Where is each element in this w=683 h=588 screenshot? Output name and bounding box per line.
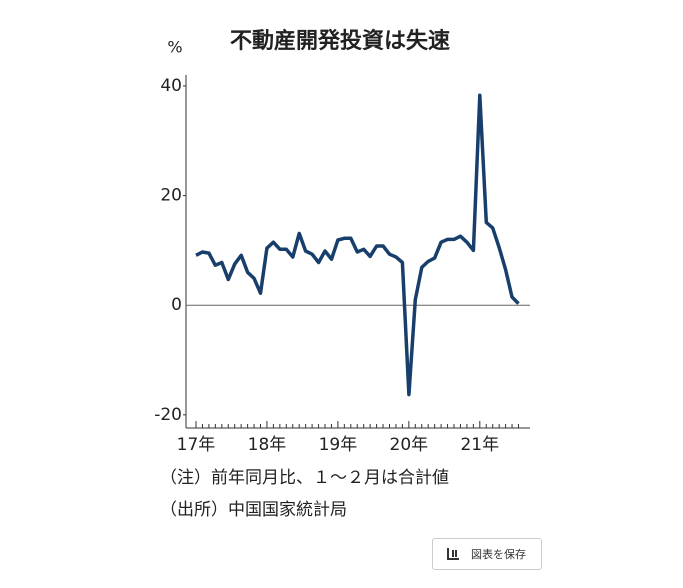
- x-tick-label: 19年: [319, 435, 358, 455]
- y-tick-label: 0: [171, 295, 182, 315]
- x-tick-label: 20年: [390, 435, 429, 455]
- data-line: [195, 93, 520, 397]
- note: （注）前年同月比、１～２月は合計値: [160, 468, 449, 488]
- y-tick-label: 40: [160, 76, 182, 96]
- y-tick-label: 20: [160, 186, 182, 206]
- chart-title: 不動産開発投資は失速: [230, 28, 450, 54]
- x-tick-label: 18年: [248, 435, 287, 455]
- chart-icon: [447, 548, 459, 560]
- unit-label: %: [167, 38, 182, 57]
- x-tick-label: 21年: [460, 435, 499, 455]
- save-button[interactable]: 図表を保存: [432, 538, 542, 570]
- save-button-label: 図表を保存: [471, 548, 526, 561]
- source-note: （出所）中国国家統計局: [160, 500, 347, 520]
- x-tick-label: 17年: [177, 435, 216, 455]
- y-tick-label: -20: [154, 405, 182, 425]
